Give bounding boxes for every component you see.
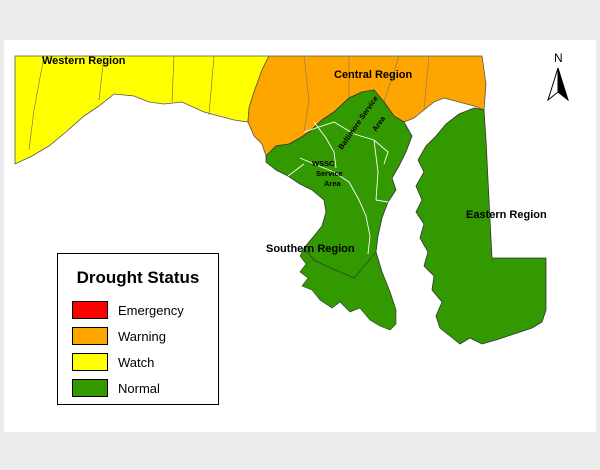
eastern-region-area (415, 107, 547, 345)
north-letter: N (554, 51, 563, 65)
map-frame: Western Region Central Region Southern R… (4, 40, 596, 432)
legend-title: Drought Status (76, 268, 200, 287)
emergency-swatch (72, 301, 108, 319)
drought-map: Western Region Central Region Southern R… (14, 51, 569, 345)
central-county-lines (303, 55, 430, 133)
legend-label: Normal (118, 380, 160, 396)
legend-item-normal: Normal (72, 378, 160, 398)
legend-item-warning: Warning (72, 326, 166, 346)
wssc-label-line2: Service (316, 169, 343, 178)
warning-swatch (72, 327, 108, 345)
eastern-region-label: Eastern Region (466, 209, 547, 221)
western-region-label: Western Region (42, 55, 126, 67)
legend-item-watch: Watch (72, 352, 154, 372)
legend-label: Watch (118, 354, 155, 370)
western-region-area (14, 55, 270, 165)
southern-region-label: Southern Region (266, 243, 355, 255)
wssc-label-line1: WSSC (312, 159, 335, 168)
central-region-label: Central Region (334, 69, 413, 81)
legend-label: Emergency (118, 302, 184, 318)
watch-swatch (72, 353, 108, 371)
legend: Drought Status Emergency Warning Watch N… (57, 253, 219, 405)
wssc-label-line3: Area (324, 179, 342, 188)
legend-item-emergency: Emergency (72, 300, 184, 320)
north-arrow-icon: N (547, 51, 569, 102)
legend-label: Warning (118, 328, 166, 344)
normal-swatch (72, 379, 108, 397)
service-area-boundaries (287, 121, 389, 255)
southern-shoreline (299, 247, 397, 331)
western-county-lines (28, 55, 215, 151)
